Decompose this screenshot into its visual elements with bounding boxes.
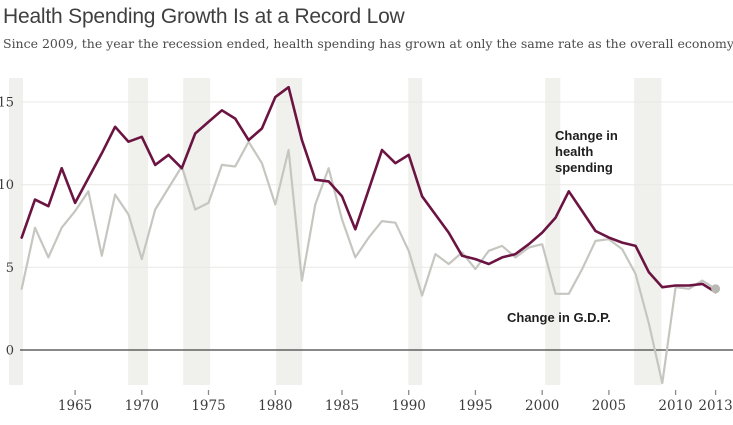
health-spending-line bbox=[20, 85, 717, 294]
x-axis-label: 1970 bbox=[125, 398, 159, 414]
x-axis-label: 2000 bbox=[525, 398, 559, 414]
y-axis-label: 10 bbox=[0, 178, 14, 193]
x-axis-label: 1995 bbox=[458, 398, 492, 414]
x-axis-label: 1975 bbox=[191, 398, 225, 414]
y-axis-label: 15 bbox=[0, 96, 14, 111]
x-axis-label: 1980 bbox=[258, 398, 292, 414]
x-axis-label: 2013 bbox=[698, 398, 732, 414]
x-axis-label: 2005 bbox=[592, 398, 626, 414]
chart-subtitle: Since 2009, the year the recession ended… bbox=[3, 36, 733, 51]
gdp-label: Change in G.D.P. bbox=[507, 310, 611, 325]
recession-band bbox=[9, 78, 23, 385]
chart-canvas: 0 5 10 15 1965 1970 1975 1980 1985 1990 1995 2000 20… bbox=[0, 78, 733, 414]
y-axis-label: 5 bbox=[6, 261, 14, 276]
recession-band bbox=[545, 78, 561, 385]
health-spending-label: Change in health spending bbox=[555, 128, 618, 175]
y-axis-label: 0 bbox=[6, 344, 14, 359]
chart-title: Health Spending Growth Is at a Record Lo… bbox=[3, 5, 405, 28]
recession-band bbox=[183, 78, 211, 385]
end-point-dot bbox=[711, 284, 721, 294]
gdp-line bbox=[20, 140, 717, 385]
recession-band bbox=[128, 78, 149, 385]
recession-band bbox=[634, 78, 662, 385]
x-axis-label: 1965 bbox=[58, 398, 92, 414]
x-axis-label: 1985 bbox=[325, 398, 359, 414]
recession-band bbox=[408, 78, 423, 385]
x-axis-label: 1990 bbox=[392, 398, 426, 414]
x-axis-label: 2010 bbox=[658, 398, 692, 414]
